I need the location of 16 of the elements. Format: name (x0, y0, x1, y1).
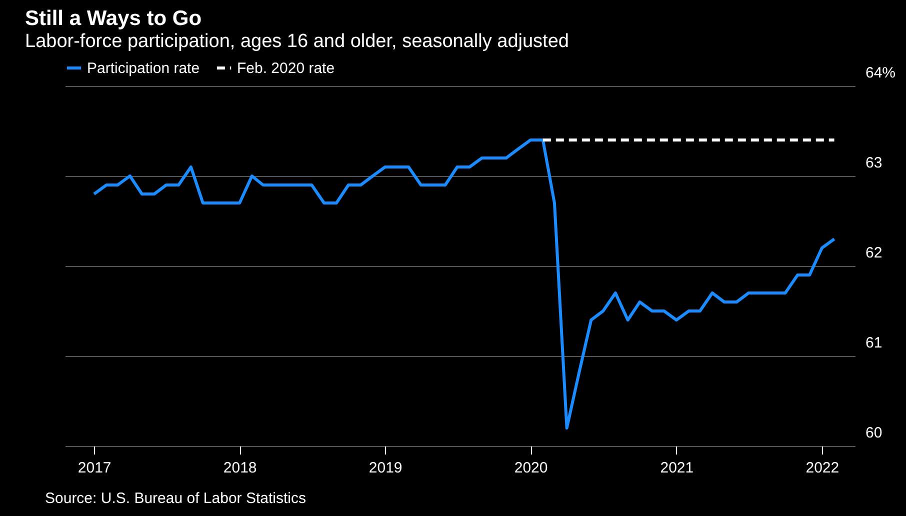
x-tick-label: 2020 (514, 460, 548, 476)
x-tick-label: 2017 (78, 460, 112, 476)
y-tick-label: 60 (866, 424, 882, 442)
source-note: Source: U.S. Bureau of Labor Statistics (45, 490, 306, 507)
x-tick-label: 2021 (660, 460, 694, 476)
y-tick-label: 62 (866, 244, 882, 262)
y-tick-label: 61 (866, 334, 882, 352)
chart-subtitle: Labor-force participation, ages 16 and older, seasonally adjusted (25, 31, 569, 52)
legend-label: Participation rate (87, 60, 200, 77)
y-tick-label: 63 (866, 154, 882, 172)
x-tick-label: 2019 (368, 460, 402, 476)
chart-title: Still a Ways to Go (25, 7, 202, 30)
x-tick-label: 2022 (806, 460, 840, 476)
legend-label: Feb. 2020 rate (237, 60, 335, 77)
y-tick-label: 64% (866, 64, 896, 82)
x-tick-label: 2018 (223, 460, 257, 476)
